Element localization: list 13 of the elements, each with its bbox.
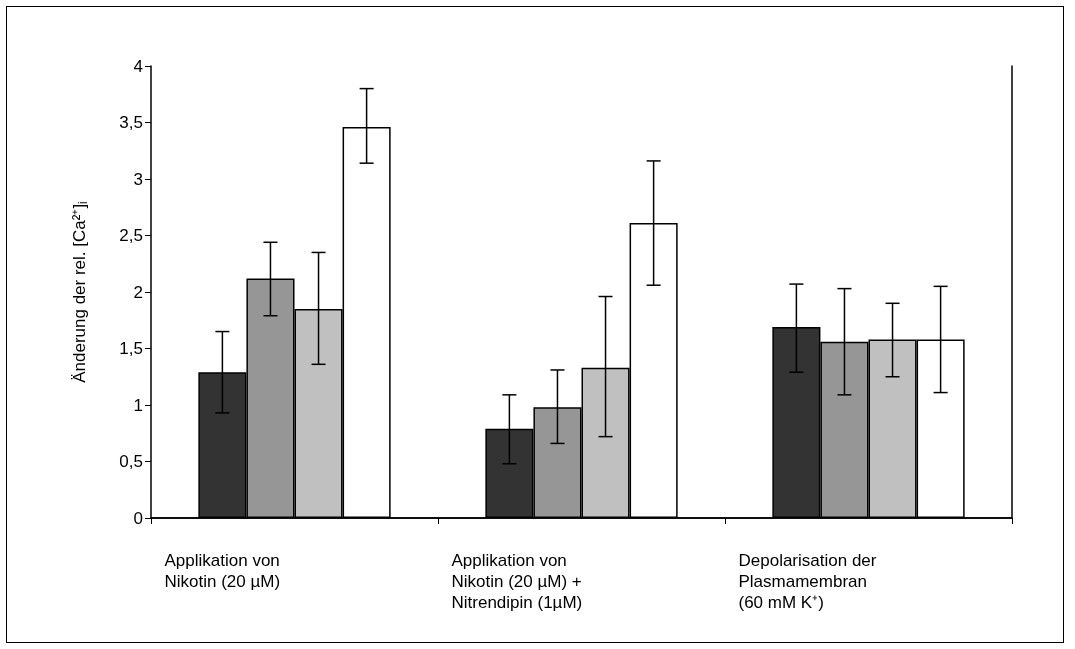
x-tick-label: Applikation von Nikotin (20 µM) + Nitrendipin (1µM) bbox=[451, 551, 587, 612]
y-tick-label: 0 bbox=[133, 508, 143, 528]
y-tick-label: 0,5 bbox=[119, 452, 143, 471]
x-tick-label: Applikation von Nikotin (20 µM) bbox=[164, 551, 285, 591]
y-tick-label: 1 bbox=[133, 395, 143, 415]
y-tick-label: 1,5 bbox=[119, 339, 143, 358]
y-tick-label: 3 bbox=[133, 169, 143, 189]
y-tick-label: 4 bbox=[133, 56, 143, 76]
y-axis-title: Änderung der rel. [Ca²⁺]i bbox=[69, 201, 90, 383]
x-tick-label: Depolarisation der Plasmamembran (60 mM K⁺) bbox=[738, 551, 882, 612]
y-tick-label: 3,5 bbox=[119, 113, 143, 132]
y-tick-label: 2 bbox=[133, 282, 143, 302]
y-tick-label: 2,5 bbox=[119, 226, 143, 245]
